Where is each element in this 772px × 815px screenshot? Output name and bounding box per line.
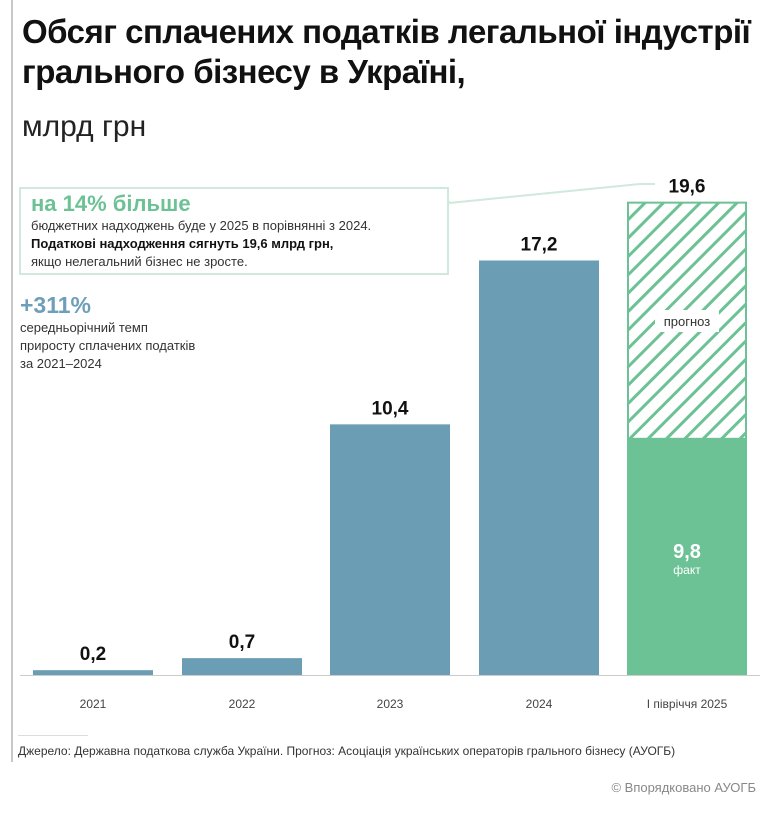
callout-headline: на 14% більше [31,191,191,216]
x-tick-label: 2022 [229,697,256,711]
bar-2023 [330,424,450,675]
value-label: 0,2 [80,644,106,665]
callout-connector [448,183,655,205]
value-label: 0,7 [229,632,255,653]
actual-value-label: 9,8 [673,541,701,563]
stat-line: середньорічний темп [20,320,148,335]
forecast-label: прогноз [664,314,711,329]
callout-box: на 14% більше бюджетних надходжень буде … [19,187,449,275]
actual-note: факт [673,563,701,577]
chart-subtitle: млрд грн [22,110,147,143]
x-tick-label: 2023 [377,697,404,711]
x-tick-label: 2021 [80,697,107,711]
bar-2024 [479,260,599,675]
value-label: 17,2 [521,234,558,255]
stat-line: за 2021–2024 [20,356,102,371]
value-label: 19,6 [669,177,706,198]
chart-title: Обсяг сплачених податків легальної індус… [22,13,751,90]
bar-2021 [33,670,153,675]
stat-headline: +311% [20,292,91,318]
value-label: 10,4 [372,398,409,419]
accent-line [11,0,13,762]
source-note: Джерело: Державна податкова служба Украї… [18,744,676,758]
callout-line: якщо нелегальний бізнес не зросте. [31,254,248,269]
bar-actual [627,438,747,675]
growth-stat: +311% середньорічний темп приросту сплач… [20,292,195,373]
bar-2022 [182,658,302,675]
x-tick-label: І півріччя 2025 [647,697,728,711]
credit: © Впорядковано АУОГБ [611,780,756,795]
x-tick-label: 2024 [526,697,553,711]
stat-line: приросту сплачених податків [20,338,196,353]
forecast-label-bg [655,310,719,332]
callout-line: бюджетних надходжень буде у 2025 в порів… [31,218,372,233]
callout-line: Податкові надходження сягнуть 19,6 млрд … [31,236,334,251]
divider [18,735,88,736]
